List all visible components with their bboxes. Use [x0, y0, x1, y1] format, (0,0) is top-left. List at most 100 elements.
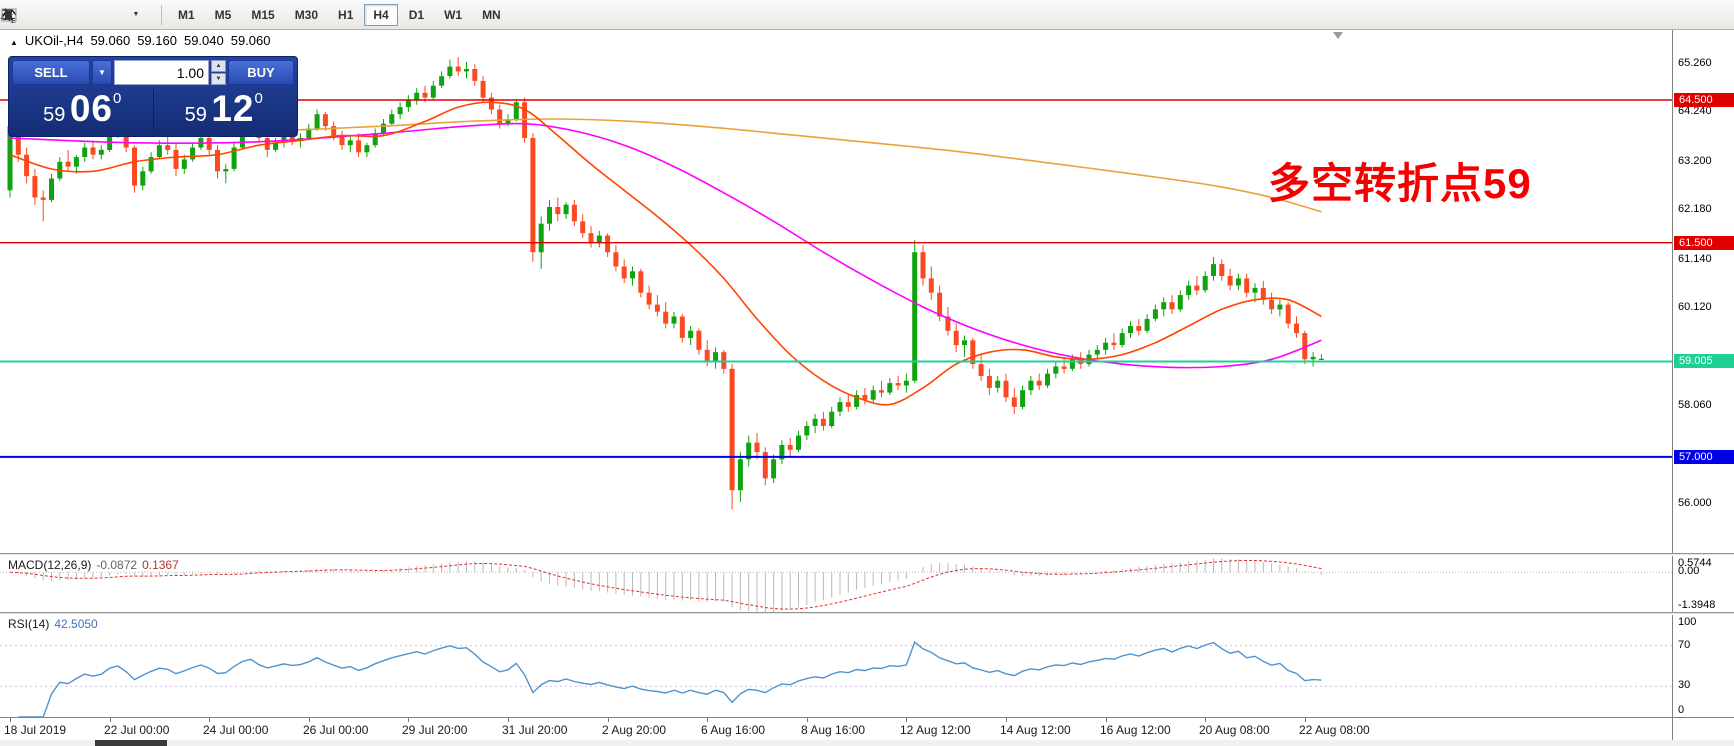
price-tick-label: 63.200	[1678, 154, 1712, 167]
time-axis-border	[0, 717, 1734, 718]
time-axis-label: 8 Aug 16:00	[801, 723, 866, 737]
macd-value: -0.0872	[96, 558, 138, 572]
time-axis-label: 6 Aug 16:00	[701, 723, 766, 737]
timeframe-w1-button[interactable]: W1	[435, 4, 471, 26]
macd-label: MACD(12,26,9) -0.0872 0.1367	[8, 558, 184, 572]
bottom-tab-fragment	[95, 740, 167, 746]
time-axis-label: 18 Jul 2019	[4, 723, 67, 737]
time-tick	[608, 718, 609, 722]
macd-name: MACD(12,26,9)	[8, 558, 92, 572]
time-tick	[110, 718, 111, 722]
price-tick-label: 58.060	[1678, 399, 1712, 412]
macd-scale-label: 0.5744	[1678, 557, 1712, 569]
time-axis-label: 31 Jul 20:00	[502, 723, 568, 737]
price-tick-label: 56.000	[1678, 497, 1712, 510]
time-axis[interactable]: 18 Jul 2019 22 Jul 00:00 24 Jul 00:00 26 Ju…	[0, 718, 1672, 740]
rsi-name: RSI(14)	[8, 617, 50, 631]
timeframe-m1-button[interactable]: M1	[169, 4, 204, 26]
volume-dropdown-button[interactable]: ▼	[92, 60, 112, 85]
timeframe-d1-button[interactable]: D1	[400, 4, 433, 26]
time-axis-label: 14 Aug 12:00	[1000, 723, 1071, 737]
ask-price: 59 120	[154, 88, 295, 130]
volume-decrease-button[interactable]: ▼	[211, 73, 226, 85]
chevron-down-icon: ▼	[132, 11, 140, 18]
ma-fast-line	[9, 101, 1322, 406]
pane-separator[interactable]	[0, 553, 1734, 556]
bid-sup: 0	[113, 90, 122, 107]
rsi-value: 42.5050	[54, 617, 98, 631]
price-tick-label: 61.140	[1678, 252, 1712, 265]
rsi-scale-label: 100	[1678, 616, 1697, 628]
timeframe-m15-button[interactable]: M15	[242, 4, 283, 26]
low-value: 59.040	[183, 33, 224, 48]
ask-sup: 0	[254, 90, 263, 107]
time-axis-label: 22 Jul 00:00	[104, 723, 170, 737]
bid-pips: 06	[69, 88, 113, 129]
chart-annotation-text[interactable]: 多空转折点59	[1268, 160, 1532, 207]
time-tick	[1106, 718, 1107, 722]
time-tick	[408, 718, 409, 722]
volume-increase-button[interactable]: ▲	[211, 60, 226, 72]
label-tool-icon[interactable]: A	[4, 3, 87, 27]
one-click-collapse-icon[interactable]: ▲	[10, 38, 18, 47]
price-chart-canvas[interactable]	[0, 30, 1672, 553]
timeframe-mn-button[interactable]: MN	[473, 4, 510, 26]
rsi-scale-label: 30	[1678, 679, 1691, 692]
price-tick-label: 64.240	[1678, 105, 1712, 118]
time-tick	[906, 718, 907, 722]
time-tick	[1205, 718, 1206, 722]
price-divider	[152, 89, 154, 129]
time-tick	[707, 718, 708, 722]
symbol-period-label: UKOil-,H4	[24, 33, 84, 48]
time-tick	[1305, 718, 1306, 722]
bid-price: 59 060	[12, 88, 153, 130]
price-level-tag: 57.000	[1674, 449, 1734, 464]
macd-indicator-canvas[interactable]	[0, 556, 1672, 612]
timeframe-h1-button[interactable]: H1	[329, 4, 362, 26]
bottom-strip	[0, 740, 1734, 746]
pane-separator[interactable]	[0, 612, 1734, 615]
time-axis-label: 2 Aug 20:00	[602, 723, 667, 737]
one-click-trading-panel: SELL ▼ ▲ ▼ BUY 59 060 59 120	[8, 56, 298, 137]
timeframe-m30-button[interactable]: M30	[286, 4, 327, 26]
price-level-tag: 59.005	[1674, 354, 1734, 369]
time-axis-label: 24 Jul 00:00	[203, 723, 269, 737]
timeframe-toolbar: M1 M5 M15 M30 H1 H4 D1 W1 MN	[169, 3, 510, 26]
volume-input[interactable]	[114, 60, 209, 85]
object-list-icon[interactable]: F	[2, 3, 59, 27]
price-tick-label: 60.120	[1678, 301, 1712, 314]
time-axis-label: 22 Aug 08:00	[1299, 723, 1370, 737]
price-tick-label: 65.260	[1678, 56, 1712, 69]
time-tick	[508, 718, 509, 722]
open-value: 59.060	[90, 33, 131, 48]
toolbar-separator	[161, 4, 162, 25]
price-scale[interactable]: 65.260 64.240 63.200 62.180 61.140 60.120 58.0…	[1672, 30, 1734, 740]
high-value: 59.160	[137, 33, 177, 48]
macd-scale-label: -1.3948	[1678, 599, 1716, 611]
timeframe-m5-button[interactable]: M5	[206, 4, 241, 26]
rsi-indicator-canvas[interactable]	[0, 615, 1672, 717]
price-tick-label: 62.180	[1678, 203, 1712, 216]
buy-button[interactable]: BUY	[228, 60, 294, 85]
timeframe-h4-button[interactable]: H4	[364, 3, 398, 26]
pointer-tool-icon[interactable]: ▼	[5, 3, 154, 27]
time-tick	[309, 718, 310, 722]
ask-main: 59	[184, 104, 207, 126]
time-axis-label: 29 Jul 20:00	[402, 723, 468, 737]
time-tick	[807, 718, 808, 722]
macd-scale-label: 0.00	[1678, 565, 1700, 578]
rsi-scale-label: 70	[1678, 638, 1691, 651]
time-tick	[10, 718, 11, 722]
price-level-tag: 61.500	[1674, 235, 1734, 250]
volume-spinner: ▲ ▼	[211, 60, 226, 85]
sell-button[interactable]: SELL	[12, 60, 90, 85]
ask-pips: 12	[211, 88, 255, 129]
price-level-tag: 64.500	[1674, 92, 1734, 107]
bid-main: 59	[43, 104, 66, 126]
text-tool-icon[interactable]: T	[1, 3, 115, 27]
time-axis-label: 26 Jul 00:00	[303, 723, 369, 737]
close-value: 59.060	[230, 33, 271, 48]
time-axis-label: 16 Aug 12:00	[1100, 723, 1171, 737]
